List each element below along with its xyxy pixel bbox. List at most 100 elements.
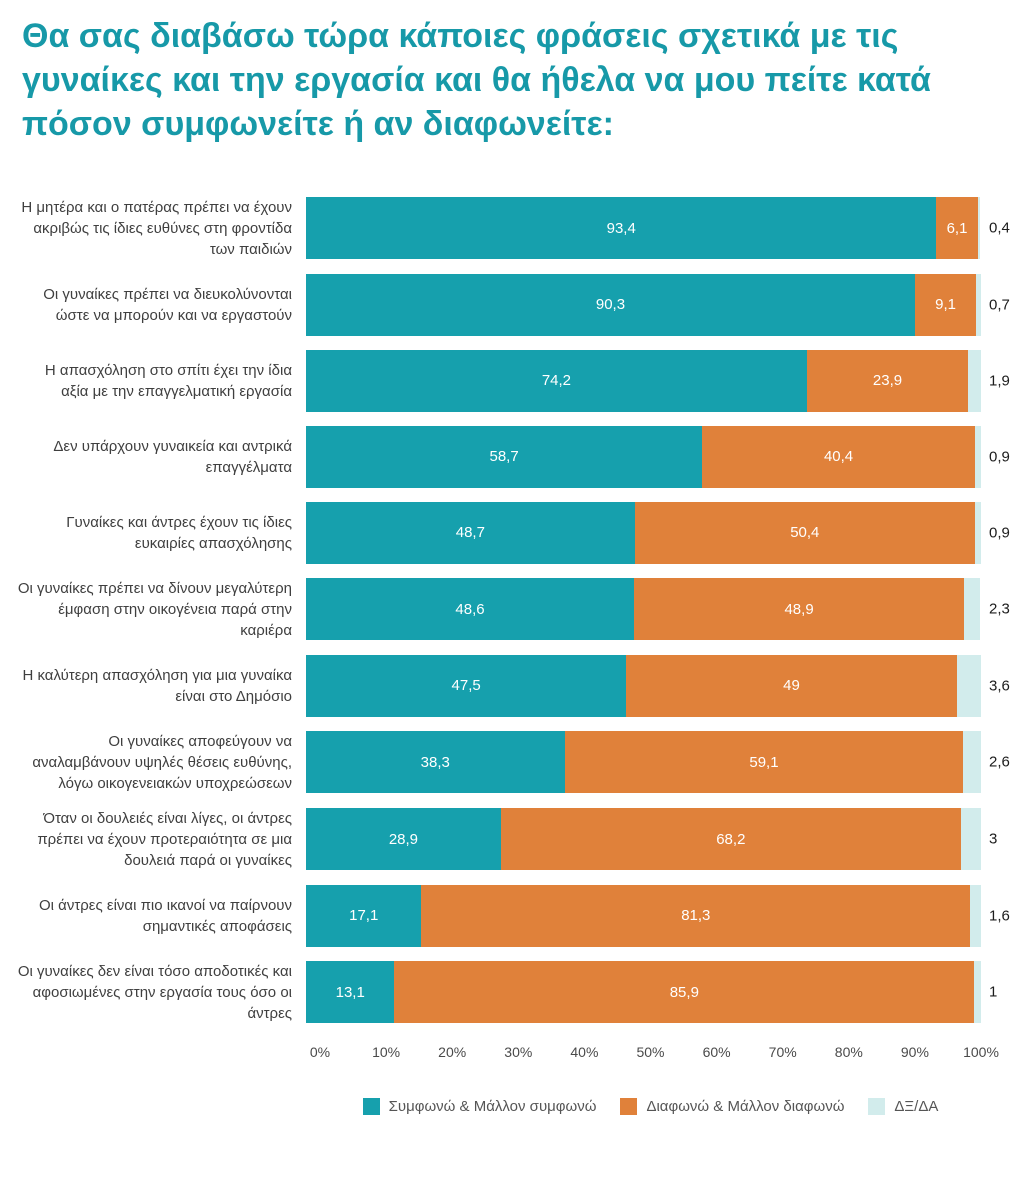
bar-segment-agree: 90,3	[306, 273, 915, 336]
chart-row: Οι γυναίκες δεν είναι τόσο αποδοτικές κα…	[14, 961, 1011, 1024]
bar-segment-disagree: 48,9	[634, 578, 965, 641]
legend-label: Διαφωνώ & Μάλλον διαφωνώ	[646, 1097, 845, 1115]
chart-row: Η μητέρα και ο πατέρας πρέπει να έχουν α…	[14, 197, 1011, 260]
bar-track: 48,7 50,4 0,9	[306, 501, 1010, 564]
bar-track: 47,5 49 3,6	[306, 654, 1010, 717]
bar-segment-disagree: 81,3	[421, 884, 971, 947]
bar-segment-dk	[970, 884, 981, 947]
bar-value-label: 38,3	[420, 753, 450, 771]
chart-row: Όταν οι δουλειές είναι λίγες, οι άντρες …	[14, 808, 1011, 871]
bar-value-label: 47,5	[451, 677, 481, 695]
category-label: Οι άντρες είναι πιο ικανοί να παίρνουν σ…	[39, 896, 292, 935]
bar-segment-disagree: 85,9	[394, 961, 975, 1024]
bar-value-label: 85,9	[669, 983, 699, 1001]
category-label: Όταν οι δουλειές είναι λίγες, οι άντρες …	[37, 809, 292, 869]
chart-row: Οι άντρες είναι πιο ικανοί να παίρνουν σ…	[14, 884, 1011, 947]
bar-segment-dk	[976, 273, 981, 336]
stacked-bar-chart: Η μητέρα και ο πατέρας πρέπει να έχουν α…	[14, 197, 1011, 1115]
bar-value-label: 48,9	[784, 600, 814, 618]
bar-value-label: 58,7	[489, 448, 519, 466]
bar-value-label: 48,7	[455, 524, 485, 542]
bar-value-label: 93,4	[606, 219, 636, 237]
bar-segment-agree: 48,7	[306, 501, 635, 564]
chart-row: Η καλύτερη απασχόληση για μια γυναίκα εί…	[14, 654, 1011, 717]
x-axis-tick: 100%	[963, 1043, 999, 1060]
bar-segment-agree: 38,3	[306, 731, 565, 794]
dk-value-label: 1,6	[989, 907, 1010, 925]
bar-segment-agree: 47,5	[306, 654, 627, 717]
bar-value-label: 23,9	[872, 372, 903, 390]
legend-label: ΔΞ/ΔΑ	[894, 1097, 939, 1115]
category-label: Δεν υπάρχουν γυναικεία και αντρικά επαγγ…	[53, 437, 292, 476]
dk-value-label: 2,6	[989, 753, 1010, 771]
dk-value-label: 3,6	[989, 677, 1010, 695]
chart-row: Δεν υπάρχουν γυναικεία και αντρικά επαγγ…	[14, 425, 1011, 488]
chart-row: Οι γυναίκες πρέπει να διευκολύνονται ώστ…	[14, 273, 1011, 336]
bar-track: 48,6 48,9 2,3	[306, 578, 1010, 641]
dk-value-label: 1	[989, 983, 998, 1001]
bar-segment-dk	[974, 501, 981, 564]
bar-value-label: 40,4	[823, 448, 854, 466]
bar-segment-agree: 48,6	[306, 578, 635, 641]
bar-segment-dk	[964, 578, 980, 641]
bar-segment-agree: 28,9	[306, 808, 501, 871]
category-label: Η απασχόληση στο σπίτι έχει την ίδια αξί…	[44, 361, 292, 400]
bar-value-label: 48,6	[455, 600, 485, 618]
bar-value-label: 49	[783, 677, 800, 695]
legend-item-disagree: Διαφωνώ & Μάλλον διαφωνώ	[620, 1097, 845, 1115]
bar-track: 90,3 9,1 0,7	[306, 273, 1010, 336]
x-axis-tick: 20%	[438, 1043, 467, 1060]
bar-value-label: 17,1	[349, 907, 379, 925]
bar-track: 28,9 68,2 3	[306, 808, 997, 871]
bar-track: 38,3 59,1 2,6	[306, 731, 1010, 794]
bar-track: 17,1 81,3 1,6	[306, 884, 1010, 947]
x-axis-tick: 10%	[372, 1043, 401, 1060]
x-axis-tick: 30%	[504, 1043, 533, 1060]
bar-segment-dk	[977, 197, 981, 260]
x-axis-tick: 50%	[636, 1043, 665, 1060]
bar-segment-disagree: 59,1	[564, 731, 964, 794]
bar-value-label: 81,3	[681, 907, 711, 925]
bar-segment-disagree: 40,4	[702, 425, 975, 488]
dk-value-label: 2,3	[989, 600, 1010, 618]
legend-swatch-disagree	[620, 1097, 638, 1115]
bar-segment-disagree: 68,2	[500, 808, 961, 871]
x-axis-tick: 80%	[834, 1043, 863, 1060]
bar-value-label: 28,9	[388, 830, 419, 848]
bar-track: 74,2 23,9 1,9	[306, 349, 1010, 412]
x-axis-tick: 60%	[702, 1043, 731, 1060]
legend: Συμφωνώ & Μάλλον συμφωνώ Διαφωνώ & Μάλλον…	[320, 1097, 981, 1115]
bar-segment-agree: 58,7	[306, 425, 703, 488]
bar-value-label: 6,1	[946, 219, 968, 237]
category-label: Οι γυναίκες πρέπει να δίνουν μεγαλύτερη …	[17, 579, 292, 639]
dk-value-label: 0,4	[989, 219, 1010, 237]
category-label: Γυναίκες και άντρες έχουν τις ίδιες ευκα…	[66, 513, 292, 552]
chart-row: Οι γυναίκες πρέπει να δίνουν μεγαλύτερη …	[14, 578, 1011, 641]
bar-segment-agree: 74,2	[306, 349, 807, 412]
chart-row: Γυναίκες και άντρες έχουν τις ίδιες ευκα…	[14, 501, 1011, 564]
bar-value-label: 74,2	[541, 372, 572, 390]
legend-item-dk: ΔΞ/ΔΑ	[868, 1097, 939, 1115]
bar-segment-disagree: 23,9	[806, 349, 969, 412]
category-label: Οι γυναίκες δεν είναι τόσο αποδοτικές κα…	[17, 962, 292, 1022]
category-label: Οι γυναίκες πρέπει να διευκολύνονται ώστ…	[43, 285, 292, 324]
dk-value-label: 0,7	[989, 296, 1010, 314]
x-axis-tick: 70%	[768, 1043, 797, 1060]
bar-segment-disagree: 50,4	[634, 501, 975, 564]
bar-segment-dk	[963, 731, 981, 794]
category-label: Η μητέρα και ο πατέρας πρέπει να έχουν α…	[21, 198, 292, 258]
legend-swatch-dk	[868, 1097, 886, 1115]
chart-row: Η απασχόληση στο σπίτι έχει την ίδια αξί…	[14, 349, 1011, 412]
bar-value-label: 90,3	[595, 296, 626, 314]
legend-item-agree: Συμφωνώ & Μάλλον συμφωνώ	[362, 1097, 597, 1115]
bar-segment-agree: 13,1	[306, 961, 395, 1024]
bar-segment-disagree: 9,1	[914, 273, 977, 336]
report-page: Θα σας διαβάσω τώρα κάποιες φράσεις σχετ…	[14, 17, 1011, 1115]
bar-segment-agree: 93,4	[306, 197, 937, 260]
bar-value-label: 68,2	[716, 830, 746, 848]
bar-value-label: 9,1	[935, 296, 957, 314]
legend-label: Συμφωνώ & Μάλλον συμφωνώ	[388, 1097, 597, 1115]
bar-segment-disagree: 49	[626, 654, 957, 717]
x-axis-tick: 90%	[900, 1043, 929, 1060]
bar-track: 93,4 6,1 0,4	[306, 197, 1010, 260]
